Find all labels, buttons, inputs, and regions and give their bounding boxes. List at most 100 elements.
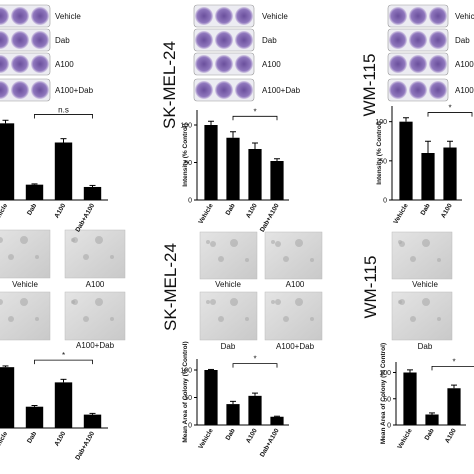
well (389, 31, 407, 49)
colony (310, 258, 314, 262)
colony (271, 240, 275, 244)
colony (110, 317, 114, 321)
y-tick-label: 50 (383, 396, 391, 403)
bar (83, 414, 102, 428)
x-tick-label: Vehicle (396, 427, 413, 450)
micro-label: Dab (221, 342, 236, 351)
colony (95, 236, 103, 244)
well (31, 81, 49, 99)
bar (204, 125, 218, 200)
micrograph (391, 231, 453, 280)
bar (83, 186, 102, 200)
micrograph (264, 231, 323, 280)
well (31, 55, 49, 73)
well (409, 55, 427, 73)
significance-label: * (62, 351, 65, 360)
colony (83, 254, 89, 260)
plate-label: A100+Dab (455, 86, 474, 95)
significance-bracket (232, 115, 278, 121)
significance-label: * (448, 104, 451, 113)
colony (310, 317, 314, 321)
bar (403, 372, 417, 425)
significance-label: * (253, 107, 256, 116)
plate-label: Dab (262, 36, 277, 45)
colony (20, 236, 28, 244)
bar (248, 149, 262, 200)
bar (0, 367, 15, 428)
well (389, 55, 407, 73)
colony (0, 237, 3, 243)
well (215, 55, 233, 73)
x-tick-label: Vehicle (197, 202, 214, 225)
well (11, 81, 29, 99)
cell-line: SK-MEL-24 (161, 243, 180, 331)
colony (271, 300, 275, 304)
y-tick-label: 50 (184, 395, 192, 402)
micrograph (199, 291, 258, 341)
x-tick-label: Dab+A100 (259, 202, 281, 233)
colony (218, 256, 224, 262)
well (429, 31, 447, 49)
significance-bracket (427, 112, 473, 117)
colony (245, 258, 249, 262)
well (215, 31, 233, 49)
colony (83, 316, 89, 322)
well (195, 31, 213, 49)
colony (437, 317, 441, 321)
colony (72, 299, 78, 305)
y-tick-label: 50 (379, 158, 387, 165)
plate-label: Vehicle (55, 12, 81, 21)
x-tick-label: Dab+A100 (74, 202, 96, 233)
colony (206, 300, 210, 304)
x-tick-label: Vehicle (392, 202, 409, 225)
y-axis-label: Mean Area of Colony (% Control) (380, 343, 387, 444)
bar (54, 382, 73, 428)
y-tick-label: 100 (180, 368, 192, 375)
colony (410, 316, 416, 322)
y-axis-label: Intensity (% Control) (182, 123, 189, 187)
x-tick-label: Dab (225, 202, 237, 216)
x-tick-label: A100 (245, 427, 259, 444)
colony (437, 258, 441, 262)
well (0, 7, 9, 25)
well (11, 31, 29, 49)
plate-label: A100 (55, 60, 74, 69)
colony (20, 298, 28, 306)
bar (25, 406, 44, 428)
colony (295, 298, 303, 306)
plate-label: Vehicle (455, 12, 474, 21)
x-tick-label: Vehicle (0, 430, 9, 453)
significance-bracket (34, 359, 93, 365)
colony (283, 256, 289, 262)
y-tick-label: 0 (188, 198, 192, 205)
plate-label: A100 (262, 60, 281, 69)
bar (25, 184, 44, 200)
micro-label: Vehicle (215, 280, 241, 289)
colony (422, 239, 430, 247)
well (389, 7, 407, 25)
well (429, 81, 447, 99)
micro-label: Dab (418, 342, 433, 351)
cell-line: WM-115 (360, 54, 379, 117)
bar (270, 161, 284, 200)
plate-label: Dab (455, 36, 470, 45)
well (409, 31, 427, 49)
well (235, 31, 253, 49)
x-tick-label: Dab (424, 427, 436, 441)
colony (275, 299, 281, 305)
significance-label: * (452, 357, 455, 366)
x-tick-label: A100 (245, 202, 259, 219)
y-tick-label: 0 (188, 423, 192, 430)
bar (399, 121, 413, 200)
colony (95, 298, 103, 306)
x-tick-label: Dab (420, 202, 432, 216)
x-tick-label: A100 (444, 427, 458, 444)
plate-label: A100+Dab (55, 86, 94, 95)
colony (422, 298, 430, 306)
well (235, 55, 253, 73)
y-tick-label: 100 (180, 123, 192, 130)
colony (283, 316, 289, 322)
colony (230, 239, 238, 247)
x-tick-label: A100 (440, 202, 454, 219)
bar (226, 137, 240, 200)
